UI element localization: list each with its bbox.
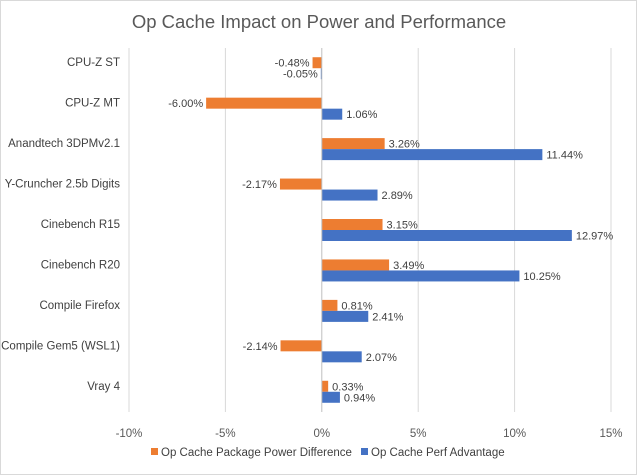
data-label-s0-7: -2.14% <box>243 341 278 353</box>
data-label-s1-1: 1.06% <box>346 109 377 121</box>
bar-s0-3 <box>279 178 322 190</box>
legend-label-0: Op Cache Package Power Difference <box>161 447 352 459</box>
data-label-s0-4: 3.15% <box>387 220 418 232</box>
data-labels: -0.48%-0.05% -6.00% 1.06% 3.26% 11.44% -2.17%… <box>168 58 613 405</box>
bar-s1-4 <box>321 230 572 241</box>
category-label-6: Compile Firefox <box>39 300 120 312</box>
bar-s0-4 <box>321 219 383 230</box>
data-label-s0-3: -2.17% <box>242 179 277 191</box>
bar-s1-2 <box>321 149 543 161</box>
data-label-s0-1: -6.00% <box>168 98 203 110</box>
tick-label-4: 10% <box>503 428 526 440</box>
data-label-s0-6: 0.81% <box>341 300 372 312</box>
bar-s0-6 <box>321 299 338 311</box>
data-label-s1-8: 0.94% <box>344 392 375 404</box>
bar-s0-2 <box>321 138 385 150</box>
legend-label-1: Op Cache Perf Advantage <box>371 447 505 459</box>
tick-label-5: 15% <box>599 428 622 440</box>
category-label-8: Vray 4 <box>87 381 120 393</box>
data-label-s1-5: 10.25% <box>523 271 561 283</box>
legend: Op Cache Package Power Difference Op Cach… <box>151 447 505 459</box>
data-label-s1-4: 12.97% <box>576 231 614 243</box>
data-label-s0-8: 0.33% <box>332 381 363 393</box>
data-label-s1-7: 2.07% <box>366 352 397 364</box>
tick-labels: -10% -5% 0% 5% 10% 15% <box>116 428 623 440</box>
bar-s0-1 <box>206 97 322 109</box>
data-label-s0-0: -0.48% <box>275 58 310 70</box>
category-label-5: Cinebench R20 <box>41 259 120 271</box>
bar-s0-7 <box>280 340 322 352</box>
category-label-7: Compile Gem5 (WSL1) <box>1 340 120 352</box>
category-labels: CPU-Z ST CPU-Z MT Anandtech 3DPMv2.1 Y-Crun… <box>1 57 120 393</box>
bar-s0-5 <box>321 259 390 271</box>
bar-s0-0 <box>312 57 322 69</box>
category-label-4: Cinebench R15 <box>41 219 120 231</box>
bar-s1-8 <box>321 391 340 403</box>
tick-label-2: 0% <box>313 428 330 440</box>
data-label-s0-5: 3.49% <box>393 260 424 272</box>
data-label-s1-2: 11.44% <box>546 150 583 162</box>
bars-layer <box>206 57 572 403</box>
bar-s1-6 <box>321 310 369 322</box>
tick-label-3: 5% <box>410 428 427 440</box>
bar-s1-5 <box>321 270 520 282</box>
chart-title: Op Cache Impact on Power and Performance <box>132 11 506 32</box>
category-label-1: CPU-Z MT <box>65 98 120 110</box>
tick-label-0: -10% <box>116 428 143 440</box>
data-label-s1-6: 2.41% <box>372 311 403 323</box>
legend-swatch-0 <box>151 448 158 455</box>
category-label-2: Anandtech 3DPMv2.1 <box>8 138 120 150</box>
bar-s1-1 <box>321 108 343 120</box>
tick-label-1: -5% <box>215 428 235 440</box>
data-label-s0-2: 3.26% <box>389 139 420 151</box>
bar-s0-8 <box>321 380 329 392</box>
data-label-s1-0: -0.05% <box>283 69 318 81</box>
category-label-0: CPU-Z ST <box>67 57 120 69</box>
legend-swatch-1 <box>361 448 368 455</box>
category-label-3: Y-Cruncher 2.5b Digits <box>5 179 121 191</box>
data-label-s1-3: 2.89% <box>382 190 413 202</box>
bar-s1-7 <box>321 351 362 363</box>
bar-s1-3 <box>321 189 378 201</box>
